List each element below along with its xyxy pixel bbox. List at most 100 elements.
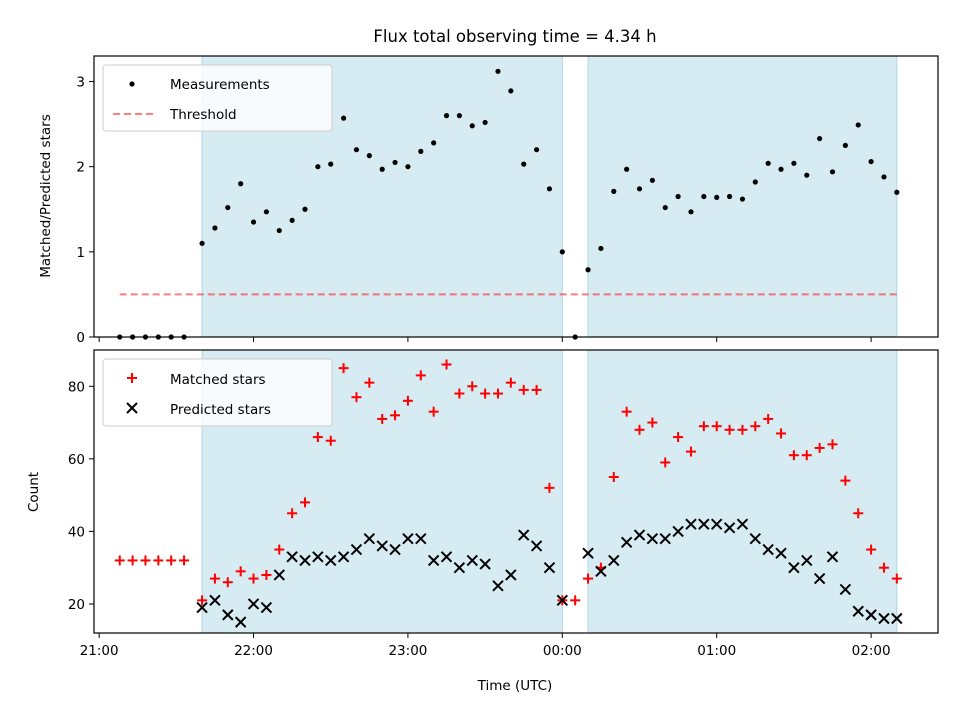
predicted-star-point [325,554,337,567]
measurement-point [675,193,681,200]
measurement-point [649,177,655,183]
matched-star-point [634,424,645,435]
predicted-star-point [556,594,569,607]
measurement-point [353,147,360,153]
predicted-star-point [209,594,221,607]
measurement-point [624,166,630,172]
measurement-point [495,68,501,74]
x-tick-label: 00:00 [543,643,582,659]
measurement-point [546,186,553,192]
measurement-point [366,153,372,159]
measurement-point [315,164,321,170]
measurement-point [482,119,488,126]
matched-star-point [801,450,812,461]
predicted-star-point [749,532,762,545]
measurement-point [340,115,347,121]
measurement-point [379,166,385,172]
matched-star-point [179,555,190,566]
measurement-point [804,172,810,178]
matched-star-point [570,595,581,606]
measurement-point [456,113,462,119]
matched-star-point [480,388,491,399]
predicted-star-point [299,554,311,567]
matched-star-point [377,413,388,424]
predicted-star-point [479,558,491,570]
predicted-star-point [633,529,646,541]
measurement-point [418,148,424,154]
matched-star-point [261,569,272,580]
measurement-point [521,161,527,167]
matched-star-point [827,439,838,450]
measurement-point [842,142,848,149]
matched-star-point [531,384,542,395]
predicted-star-point [518,529,530,541]
measurement-point [263,209,270,215]
chart-title: Flux total observing time = 4.34 h [373,27,656,46]
predicted-star-point [711,518,723,530]
predicted-star-point [788,561,800,574]
measurement-point [701,193,707,200]
matched-star-point [660,457,671,468]
matched-star-point [763,413,774,424]
predicted-star-point [453,561,466,574]
matched-star-point [235,566,246,577]
matched-star-point [351,392,362,403]
matched-star-point [505,377,516,388]
predicted-star-point [337,551,350,563]
measurement-point [726,193,733,200]
predicted-star-point [440,551,453,563]
predicted-star-point [273,569,285,581]
matched-star-point [300,497,310,508]
matched-star-point [647,417,658,428]
predicted-star-point [723,522,736,534]
measurement-point [611,188,617,194]
matched-star-point [698,421,709,432]
predicted-star-point [196,601,208,614]
matched-star-point [274,544,285,555]
count-panel: 20 40 60 80 21:00 22:00 23:00 00:00 01:00 02:00 C… [26,349,939,659]
predicted-star-point [659,532,671,545]
matched-star-point [428,406,439,417]
measurement-point [688,209,694,215]
predicted-star-point [852,605,864,617]
predicted-star-point [350,543,363,556]
measurement-point [199,240,205,246]
matched-star-point [685,446,696,457]
predicted-star-point [698,518,710,530]
y-tick-label: 1 [76,245,85,261]
measurement-point [559,249,565,255]
predicted-star-point [427,554,440,567]
predicted-star-point [608,554,620,567]
matched-star-point [166,555,177,566]
matched-star-point [441,359,452,370]
matched-star-point [840,475,851,486]
measurement-point [276,227,282,234]
matched-star-point [608,471,619,482]
predicted-star-point [865,609,877,621]
matched-star-point [673,432,684,443]
x-tick-label: 23:00 [388,643,427,659]
matched-star-point [724,424,735,435]
x-tick-label: 22:00 [234,643,273,659]
predicted-star-point [801,554,813,567]
measurement-point [533,147,540,153]
predicted-star-point [813,572,826,585]
measurement-point [508,88,514,94]
matched-star-point [248,573,259,584]
measurement-point [302,206,308,212]
matched-star-point [114,555,125,566]
measurement-point [662,204,668,211]
x-axis-label: Time (UTC) [477,678,553,694]
measurement-point [636,186,643,192]
observing-interval-shade [588,350,897,633]
matched-star-point [415,370,426,381]
measurement-point [739,196,746,202]
predicted-star-point [775,547,787,559]
predicted-star-point [878,612,890,625]
matched-star-point [866,544,877,555]
legend-label-threshold: Threshold [169,107,237,123]
predicted-star-point [543,561,556,574]
predicted-star-point [247,598,260,610]
y-tick-label: 60 [68,452,85,468]
